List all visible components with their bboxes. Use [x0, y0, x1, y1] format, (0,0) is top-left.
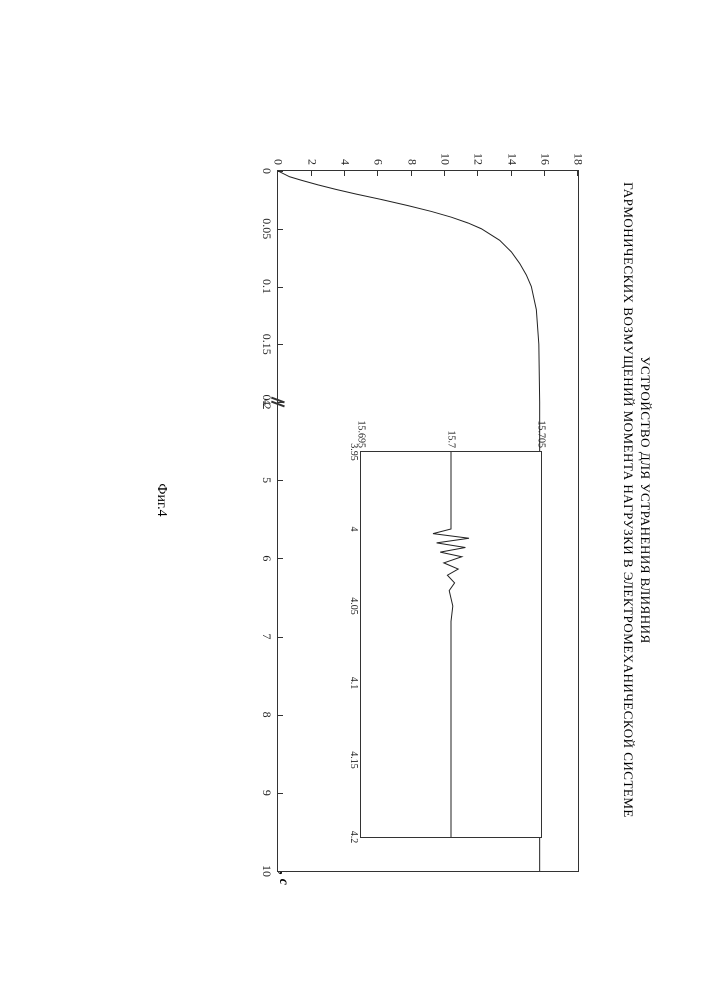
main-chart: 02468101214161800.050.10.150.24567891015…	[277, 170, 579, 872]
x-tick-label: 7	[259, 634, 278, 640]
y-tick-label: 16	[537, 153, 552, 171]
x-tick-label: 6	[259, 555, 278, 561]
inset-x-tick-label: 3.95	[348, 443, 361, 461]
inset-line-plot	[361, 452, 541, 837]
inset-x-tick-label: 4.1	[348, 677, 361, 690]
y-tick-label: 4	[337, 159, 352, 171]
page: УСТРОЙСТВО ДЛЯ УСТРАНЕНИЯ ВЛИЯНИЯ ГАРМОН…	[0, 0, 707, 1000]
title-line-2: ГАРМОНИЧЕСКИХ ВОЗМУЩЕНИЙ МОМЕНТА НАГРУЗК…	[621, 182, 636, 818]
inset-x-tick-label: 4.05	[348, 597, 361, 615]
chart-wrapper: Ω, рад/c t, c 02468101214161800.050.10.1…	[229, 120, 589, 880]
x-tick-label: 5	[259, 477, 278, 483]
y-tick-label: 6	[371, 159, 386, 171]
figure-caption: Фиг.4	[153, 50, 169, 950]
y-tick-label: 10	[437, 153, 452, 171]
inset-x-tick-label: 4	[348, 527, 361, 532]
y-tick-label: 8	[404, 159, 419, 171]
x-tick-label: 0.15	[259, 334, 278, 355]
x-tick-mark	[278, 871, 283, 872]
y-tick-label: 12	[471, 153, 486, 171]
x-tick-label: 0.1	[259, 279, 278, 294]
inset-x-tick-label: 4.15	[348, 751, 361, 769]
x-tick-label: 8	[259, 712, 278, 718]
y-tick-label: 18	[571, 153, 586, 171]
y-tick-label: 14	[504, 153, 519, 171]
rotated-content: УСТРОЙСТВО ДЛЯ УСТРАНЕНИЯ ВЛИЯНИЯ ГАРМОН…	[53, 50, 653, 950]
x-tick-label: 0.05	[259, 218, 278, 239]
inset-x-tick-label: 4.2	[348, 831, 361, 844]
inset-chart: 15.69515.715.7053.9544.054.14.154.2	[360, 451, 542, 838]
x-tick-label: 0	[259, 168, 278, 174]
y-tick-label: 2	[304, 159, 319, 171]
inset-y-tick-label: 15.705	[536, 421, 547, 453]
x-tick-label: 9	[259, 790, 278, 796]
document-title: УСТРОЙСТВО ДЛЯ УСТРАНЕНИЯ ВЛИЯНИЯ ГАРМОН…	[619, 50, 653, 950]
x-tick-label: 10	[259, 865, 278, 877]
title-line-1: УСТРОЙСТВО ДЛЯ УСТРАНЕНИЯ ВЛИЯНИЯ	[638, 356, 653, 643]
inset-y-tick-label: 15.7	[446, 431, 457, 453]
